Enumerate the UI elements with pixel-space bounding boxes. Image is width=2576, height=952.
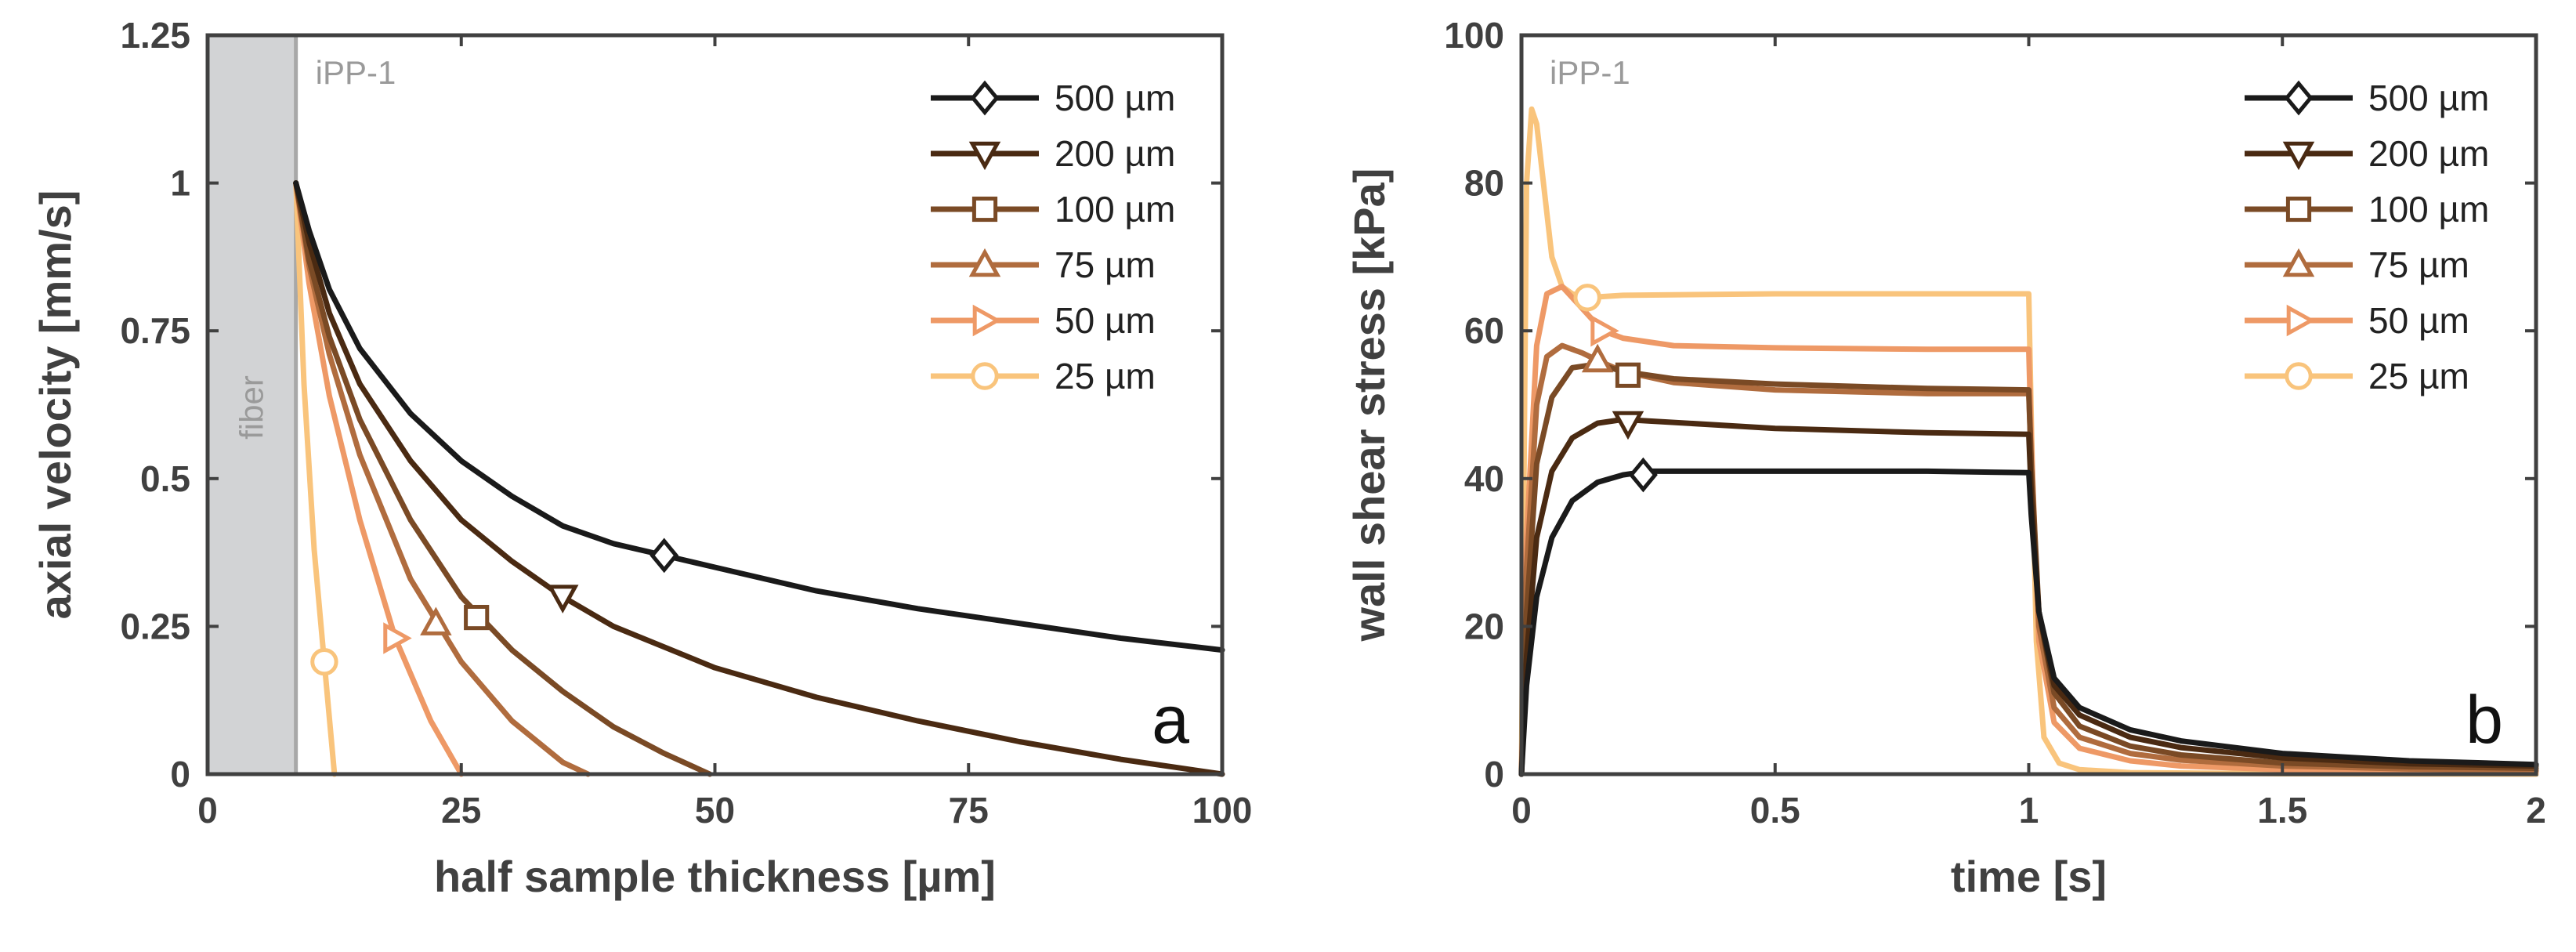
y-tick-label: 1.25 xyxy=(120,15,190,56)
legend-item: 100 µm xyxy=(931,189,1175,230)
legend-label: 200 µm xyxy=(2368,133,2489,174)
panel-letter-b: b xyxy=(2466,682,2503,758)
legend-label: 100 µm xyxy=(1055,189,1175,230)
legend-label: 100 µm xyxy=(2368,189,2489,230)
legend-marker xyxy=(2286,304,2316,337)
legend-marker xyxy=(2285,362,2313,390)
series-marker-500-µm xyxy=(649,538,679,574)
series-marker-25-µm xyxy=(1573,284,1601,312)
legend-label: 25 µm xyxy=(1055,356,1156,396)
legend-label: 500 µm xyxy=(2368,78,2489,118)
legend-item: 500 µm xyxy=(2245,78,2489,118)
y-axis-label-a: axial velocity [mm/s] xyxy=(31,190,80,620)
y-tick-label: 0 xyxy=(1484,754,1504,795)
fiber-region xyxy=(208,35,296,774)
x-tick-label: 50 xyxy=(695,790,735,831)
legend-marker xyxy=(972,304,1002,337)
legend-item: 500 µm xyxy=(931,78,1175,118)
y-tick-label: 40 xyxy=(1464,458,1504,499)
y-tick-label: 60 xyxy=(1464,310,1504,351)
legend-item: 75 µm xyxy=(2245,244,2469,285)
legend-marker xyxy=(2282,248,2315,277)
y-tick-label: 0.25 xyxy=(120,606,190,646)
x-tick-label: 0.5 xyxy=(1750,790,1800,831)
legend-item: 200 µm xyxy=(2245,133,2489,174)
legend-a: 500 µm 200 µm 100 µm 75 µm 50 µm 25 µm xyxy=(931,78,1175,396)
legend-label: 25 µm xyxy=(2368,356,2469,396)
y-tick-label: 100 xyxy=(1444,15,1504,56)
legend-label: 75 µm xyxy=(1055,244,1156,285)
legend-marker xyxy=(971,362,999,390)
legend-item: 100 µm xyxy=(2245,189,2489,230)
x-tick-label: 0 xyxy=(197,790,218,831)
series-line-25-µm xyxy=(1518,106,2539,777)
series-line-100-µm xyxy=(293,180,713,777)
series-line-75-µm xyxy=(1518,342,2539,777)
legend-item: 50 µm xyxy=(2245,300,2469,341)
legend-label: 200 µm xyxy=(1055,133,1175,174)
legend-label: 500 µm xyxy=(1055,78,1175,118)
x-axis-label-b: time [s] xyxy=(1951,852,2107,901)
x-tick-label: 1 xyxy=(2019,790,2039,831)
series-line-500-µm xyxy=(1518,468,2539,777)
legend-item: 25 µm xyxy=(931,356,1156,396)
legend-item: 200 µm xyxy=(931,133,1175,174)
x-tick-label: 100 xyxy=(1192,790,1253,831)
y-tick-label: 20 xyxy=(1464,606,1504,646)
series-line-25-µm xyxy=(293,180,338,777)
legend-b: 500 µm 200 µm 100 µm 75 µm 50 µm 25 µm xyxy=(2245,78,2489,396)
y-tick-label: 80 xyxy=(1464,163,1504,204)
legend-marker xyxy=(968,141,1001,171)
series-line-500-µm xyxy=(293,180,1225,653)
legend-marker xyxy=(970,80,1000,116)
series-marker-200-µm xyxy=(547,585,579,614)
legend-marker xyxy=(2285,196,2312,223)
series-marker-75-µm xyxy=(420,606,452,635)
series-line-200-µm xyxy=(1518,416,2539,777)
series-marker-50-µm xyxy=(1590,314,1619,347)
y-tick-label: 0 xyxy=(170,754,190,795)
y-tick-label: 0.5 xyxy=(140,458,190,499)
legend-item: 50 µm xyxy=(931,300,1156,341)
series-line-100-µm xyxy=(1518,361,2539,777)
y-tick-label: 0.75 xyxy=(120,310,190,351)
series-marker-100-µm xyxy=(464,604,490,631)
series-marker-75-µm xyxy=(1581,343,1614,373)
legend-marker xyxy=(2284,80,2314,116)
legend-label: 50 µm xyxy=(2368,300,2469,341)
legend-marker xyxy=(968,248,1001,277)
x-tick-label: 1.5 xyxy=(2257,790,2307,831)
sample-annotation-a: iPP-1 xyxy=(316,54,396,91)
series-line-50-µm xyxy=(293,180,465,777)
legend-label: 50 µm xyxy=(1055,300,1156,341)
x-tick-label: 0 xyxy=(1511,790,1532,831)
legend-marker xyxy=(971,196,998,223)
legend-item: 75 µm xyxy=(931,244,1156,285)
fiber-label: fiber xyxy=(233,375,270,440)
x-tick-label: 25 xyxy=(441,790,481,831)
panel-letter-a: a xyxy=(1152,682,1189,758)
series-marker-25-µm xyxy=(310,647,338,676)
x-axis-label-a: half sample thickness [µm] xyxy=(434,852,996,901)
series-marker-100-µm xyxy=(1615,362,1641,388)
x-tick-label: 75 xyxy=(949,790,989,831)
series-marker-50-µm xyxy=(383,622,412,654)
x-tick-label: 2 xyxy=(2526,790,2546,831)
series-marker-500-µm xyxy=(1628,457,1658,493)
y-tick-label: 1 xyxy=(170,163,190,204)
panel-a: 0 25 50 75 100 0 0.25 0.5 0.75 1 1.25 half sample … xyxy=(31,15,1252,901)
legend-marker xyxy=(2282,141,2315,171)
legend-label: 75 µm xyxy=(2368,244,2469,285)
legend-item: 25 µm xyxy=(2245,356,2469,396)
series-line-50-µm xyxy=(1518,284,2539,777)
sample-annotation-b: iPP-1 xyxy=(1550,54,1630,91)
series-marker-200-µm xyxy=(1612,411,1644,440)
y-axis-label-b: wall shear stress [kPa] xyxy=(1344,168,1394,643)
